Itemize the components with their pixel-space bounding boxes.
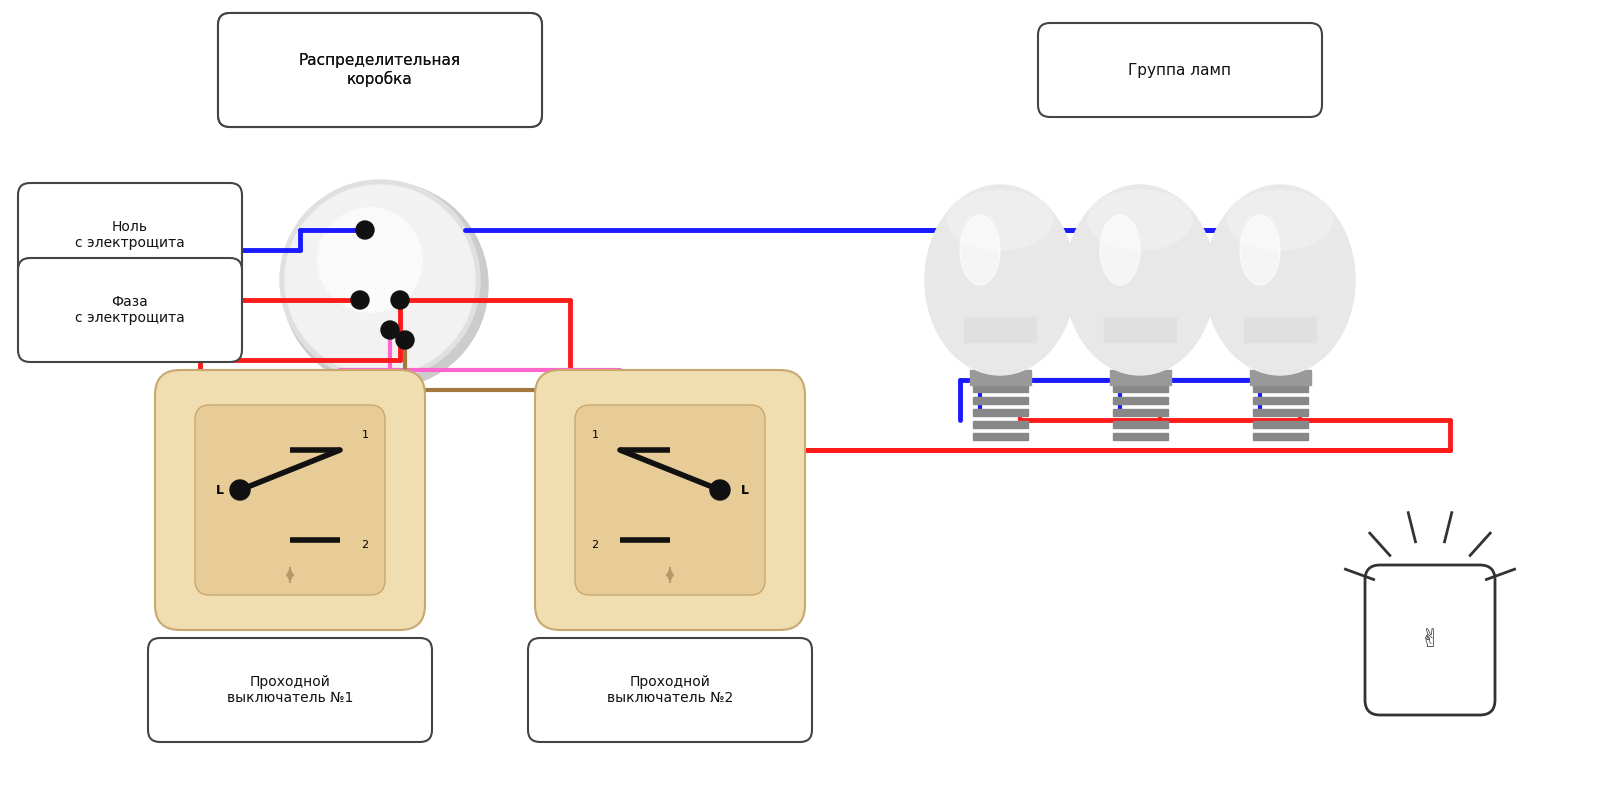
Text: 1: 1 (592, 430, 598, 440)
Ellipse shape (1066, 185, 1214, 375)
Text: ✌: ✌ (1419, 628, 1440, 652)
Ellipse shape (1240, 215, 1280, 285)
Circle shape (350, 291, 370, 309)
Bar (1112, 421, 1168, 428)
FancyBboxPatch shape (528, 638, 811, 742)
Bar (1112, 385, 1168, 392)
Circle shape (285, 185, 475, 375)
Bar (1112, 409, 1168, 416)
FancyBboxPatch shape (1365, 565, 1494, 715)
Ellipse shape (1227, 190, 1333, 250)
Ellipse shape (1205, 185, 1355, 375)
Circle shape (390, 291, 410, 309)
Circle shape (230, 480, 250, 500)
Polygon shape (965, 340, 1035, 370)
Bar (1253, 433, 1307, 440)
Bar (1253, 421, 1307, 428)
Circle shape (710, 480, 730, 500)
Text: Проходной
выключатель №2: Проходной выключатель №2 (606, 675, 733, 705)
FancyBboxPatch shape (218, 13, 542, 127)
Bar (1109, 370, 1171, 385)
Text: Распределительная
коробка: Распределительная коробка (299, 53, 461, 87)
Text: Группа ламп: Группа ламп (1128, 62, 1232, 78)
FancyBboxPatch shape (574, 405, 765, 595)
Ellipse shape (925, 185, 1075, 375)
Text: 2: 2 (592, 540, 598, 550)
Bar (973, 421, 1027, 428)
FancyBboxPatch shape (18, 183, 242, 287)
Circle shape (397, 331, 414, 349)
Ellipse shape (1088, 190, 1192, 250)
Bar (973, 385, 1027, 392)
Bar (963, 317, 1037, 342)
Bar (1253, 409, 1307, 416)
Bar (1112, 433, 1168, 440)
Bar (1245, 317, 1315, 342)
Ellipse shape (1101, 215, 1139, 285)
FancyBboxPatch shape (18, 258, 242, 362)
FancyBboxPatch shape (534, 370, 805, 630)
Text: Проходной
выключатель №1: Проходной выключатель №1 (227, 675, 354, 705)
Circle shape (381, 321, 398, 339)
Circle shape (318, 208, 422, 312)
Circle shape (282, 182, 488, 388)
Text: Распределительная
коробка: Распределительная коробка (299, 53, 461, 87)
Polygon shape (1245, 340, 1315, 370)
Bar (973, 397, 1027, 404)
Bar (973, 433, 1027, 440)
FancyBboxPatch shape (1038, 23, 1322, 117)
Text: Фаза
с электрощита: Фаза с электрощита (75, 295, 186, 325)
Bar (970, 370, 1030, 385)
Text: Ноль
с электрощита: Ноль с электрощита (75, 220, 186, 250)
FancyBboxPatch shape (155, 370, 426, 630)
Ellipse shape (960, 215, 1000, 285)
Text: 1: 1 (362, 430, 368, 440)
Text: L: L (216, 483, 224, 497)
Ellipse shape (947, 190, 1053, 250)
Bar (1112, 397, 1168, 404)
Circle shape (355, 221, 374, 239)
Text: 2: 2 (362, 540, 368, 550)
FancyBboxPatch shape (195, 405, 386, 595)
Bar (1104, 317, 1176, 342)
Bar (1253, 397, 1307, 404)
Polygon shape (1106, 340, 1174, 370)
Bar (973, 409, 1027, 416)
Bar (1253, 385, 1307, 392)
Bar (1250, 370, 1310, 385)
FancyBboxPatch shape (147, 638, 432, 742)
Text: L: L (741, 483, 749, 497)
FancyBboxPatch shape (218, 13, 542, 127)
Circle shape (280, 180, 480, 380)
